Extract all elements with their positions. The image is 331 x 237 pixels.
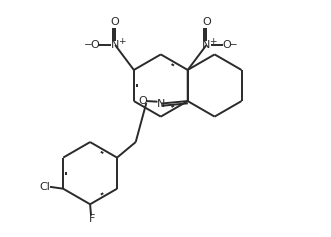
Text: O: O [90,40,99,50]
Text: −: − [83,40,92,50]
Text: +: + [118,37,125,46]
Text: +: + [209,37,217,46]
Text: O: O [223,40,231,50]
Text: N: N [157,99,166,109]
Text: −: − [229,40,238,50]
Text: Cl: Cl [39,182,50,192]
Text: O: O [202,17,211,27]
Text: F: F [89,214,95,224]
Text: N: N [202,40,211,50]
Text: N: N [111,40,119,50]
Text: O: O [138,96,147,106]
Text: O: O [111,17,119,27]
